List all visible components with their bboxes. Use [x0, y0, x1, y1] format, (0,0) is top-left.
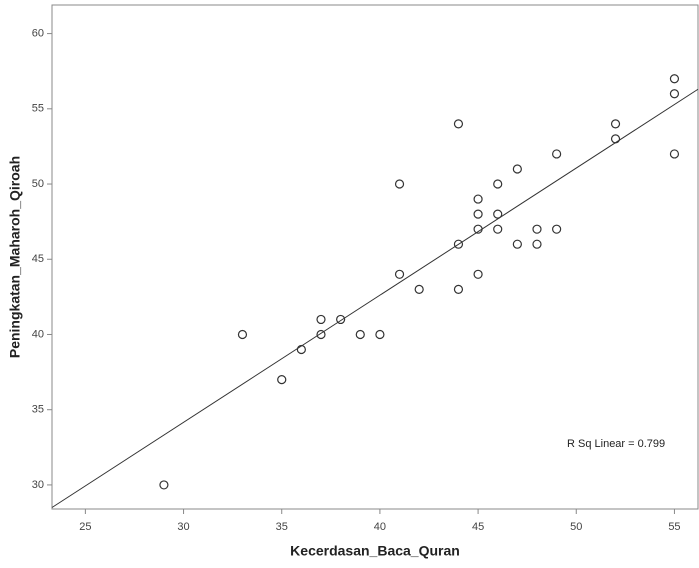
y-axis-title: Peningkatan_Maharoh_Qiroah: [7, 156, 23, 358]
point: [669, 74, 680, 84]
point: [375, 329, 385, 340]
point: [493, 179, 503, 189]
y-tick-label: 50: [32, 178, 44, 190]
point: [296, 344, 306, 355]
plot-area: [51, 4, 699, 510]
point: [669, 149, 680, 159]
point: [473, 269, 483, 279]
point: [473, 209, 483, 219]
y-tick-label: 35: [32, 404, 44, 416]
point: [394, 179, 405, 189]
y-tick-label: 40: [32, 328, 44, 340]
point: [493, 224, 503, 234]
x-tick-label: 55: [668, 521, 680, 533]
point: [316, 314, 326, 325]
point: [473, 224, 483, 234]
point: [394, 269, 405, 279]
point: [493, 209, 503, 219]
x-tick-label: 30: [177, 521, 189, 533]
point: [610, 119, 621, 129]
x-tick-label: 35: [276, 521, 288, 533]
point: [552, 149, 562, 159]
point: [610, 134, 621, 144]
point: [552, 224, 562, 234]
point: [532, 224, 542, 234]
x-tick-label: 25: [79, 521, 91, 533]
annotation: R Sq Linear = 0.799: [567, 438, 665, 450]
point: [414, 284, 424, 294]
point: [512, 239, 522, 249]
y-tick-label: 55: [32, 103, 44, 115]
x-tick-label: 50: [570, 521, 582, 533]
fit-line: [51, 88, 699, 508]
point: [453, 239, 464, 249]
x-tick-label: 45: [472, 521, 484, 533]
point: [159, 480, 169, 490]
y-tick-label: 60: [32, 27, 44, 39]
point: [277, 375, 287, 385]
point: [512, 164, 522, 174]
point: [473, 194, 483, 204]
x-tick-label: 40: [374, 521, 386, 533]
point: [336, 314, 346, 325]
y-tick-label: 30: [32, 479, 44, 491]
point: [453, 284, 464, 294]
point: [355, 329, 365, 340]
y-tick-label: 45: [32, 253, 44, 265]
point: [316, 329, 326, 340]
point: [453, 119, 464, 129]
point: [237, 329, 248, 340]
point: [669, 89, 680, 99]
point: [532, 239, 542, 249]
x-axis-title: Kecerdasan_Baca_Quran: [290, 543, 460, 559]
